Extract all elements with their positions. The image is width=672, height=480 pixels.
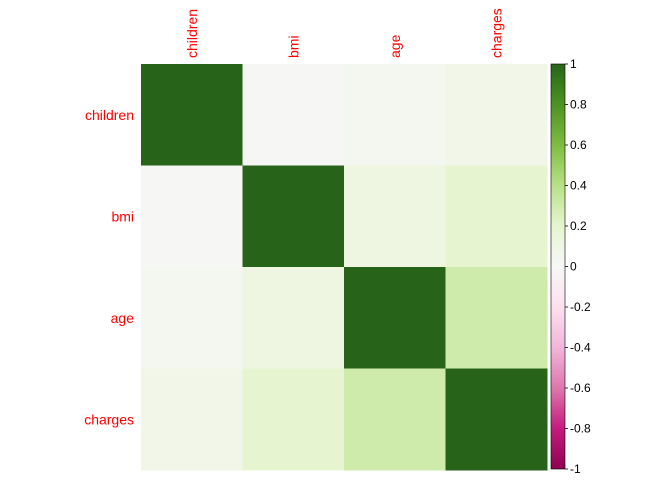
colorbar-scale xyxy=(550,63,566,470)
column-labels: children bmi age charges xyxy=(184,8,505,58)
row-label-age: age xyxy=(111,310,135,326)
heatmap-cell-bmi-children xyxy=(141,165,243,268)
colorbar-tick-label: -0.2 xyxy=(570,300,591,314)
row-labels: children bmi age charges xyxy=(84,107,134,428)
heatmap-cells xyxy=(141,64,548,471)
colorbar-tick-label: 0.8 xyxy=(570,98,587,112)
heatmap-cell-age-children xyxy=(141,267,243,369)
row-label-charges: charges xyxy=(84,411,134,427)
colorbar-tick-label: 0.6 xyxy=(570,138,587,152)
heatmap-cell-age-charges xyxy=(445,267,548,369)
heatmap-cell-children-children xyxy=(141,64,243,166)
heatmap-cell-age-bmi xyxy=(242,267,345,369)
column-label-bmi: bmi xyxy=(285,35,301,58)
colorbar: 1 0.8 0.6 0.4 0.2 0 -0.2 -0.4 -0.6 -0.8 -1 xyxy=(550,57,591,476)
heatmap-cell-charges-children xyxy=(141,368,243,471)
column-label-children: children xyxy=(184,9,200,58)
colorbar-tick-label: -1 xyxy=(570,462,581,476)
heatmap-cell-bmi-age xyxy=(344,165,446,268)
column-label-charges: charges xyxy=(488,8,504,58)
row-label-bmi: bmi xyxy=(111,208,134,224)
heatmap-cell-children-charges xyxy=(445,64,548,166)
row-label-children: children xyxy=(85,107,134,123)
colorbar-tick-label: 0.2 xyxy=(570,219,587,233)
heatmap-cell-children-age xyxy=(344,64,446,166)
heatmap-cell-bmi-bmi xyxy=(242,165,345,268)
colorbar-tick-label: -0.6 xyxy=(570,381,591,395)
colorbar-tick-label: -0.4 xyxy=(570,341,591,355)
column-label-age: age xyxy=(387,34,403,58)
colorbar-tick-label: 1 xyxy=(570,57,577,71)
colorbar-tick-label: 0.4 xyxy=(570,179,587,193)
colorbar-tick-label: 0 xyxy=(570,260,577,274)
heatmap-cell-bmi-charges xyxy=(445,165,548,268)
heatmap-cell-charges-charges xyxy=(445,368,548,471)
heatmap-cell-charges-bmi xyxy=(242,368,345,471)
heatmap-cell-age-age xyxy=(344,267,446,369)
colorbar-tick-label: -0.8 xyxy=(570,422,591,436)
heatmap-cell-charges-age xyxy=(344,368,446,471)
heatmap-cell-children-bmi xyxy=(242,64,345,166)
